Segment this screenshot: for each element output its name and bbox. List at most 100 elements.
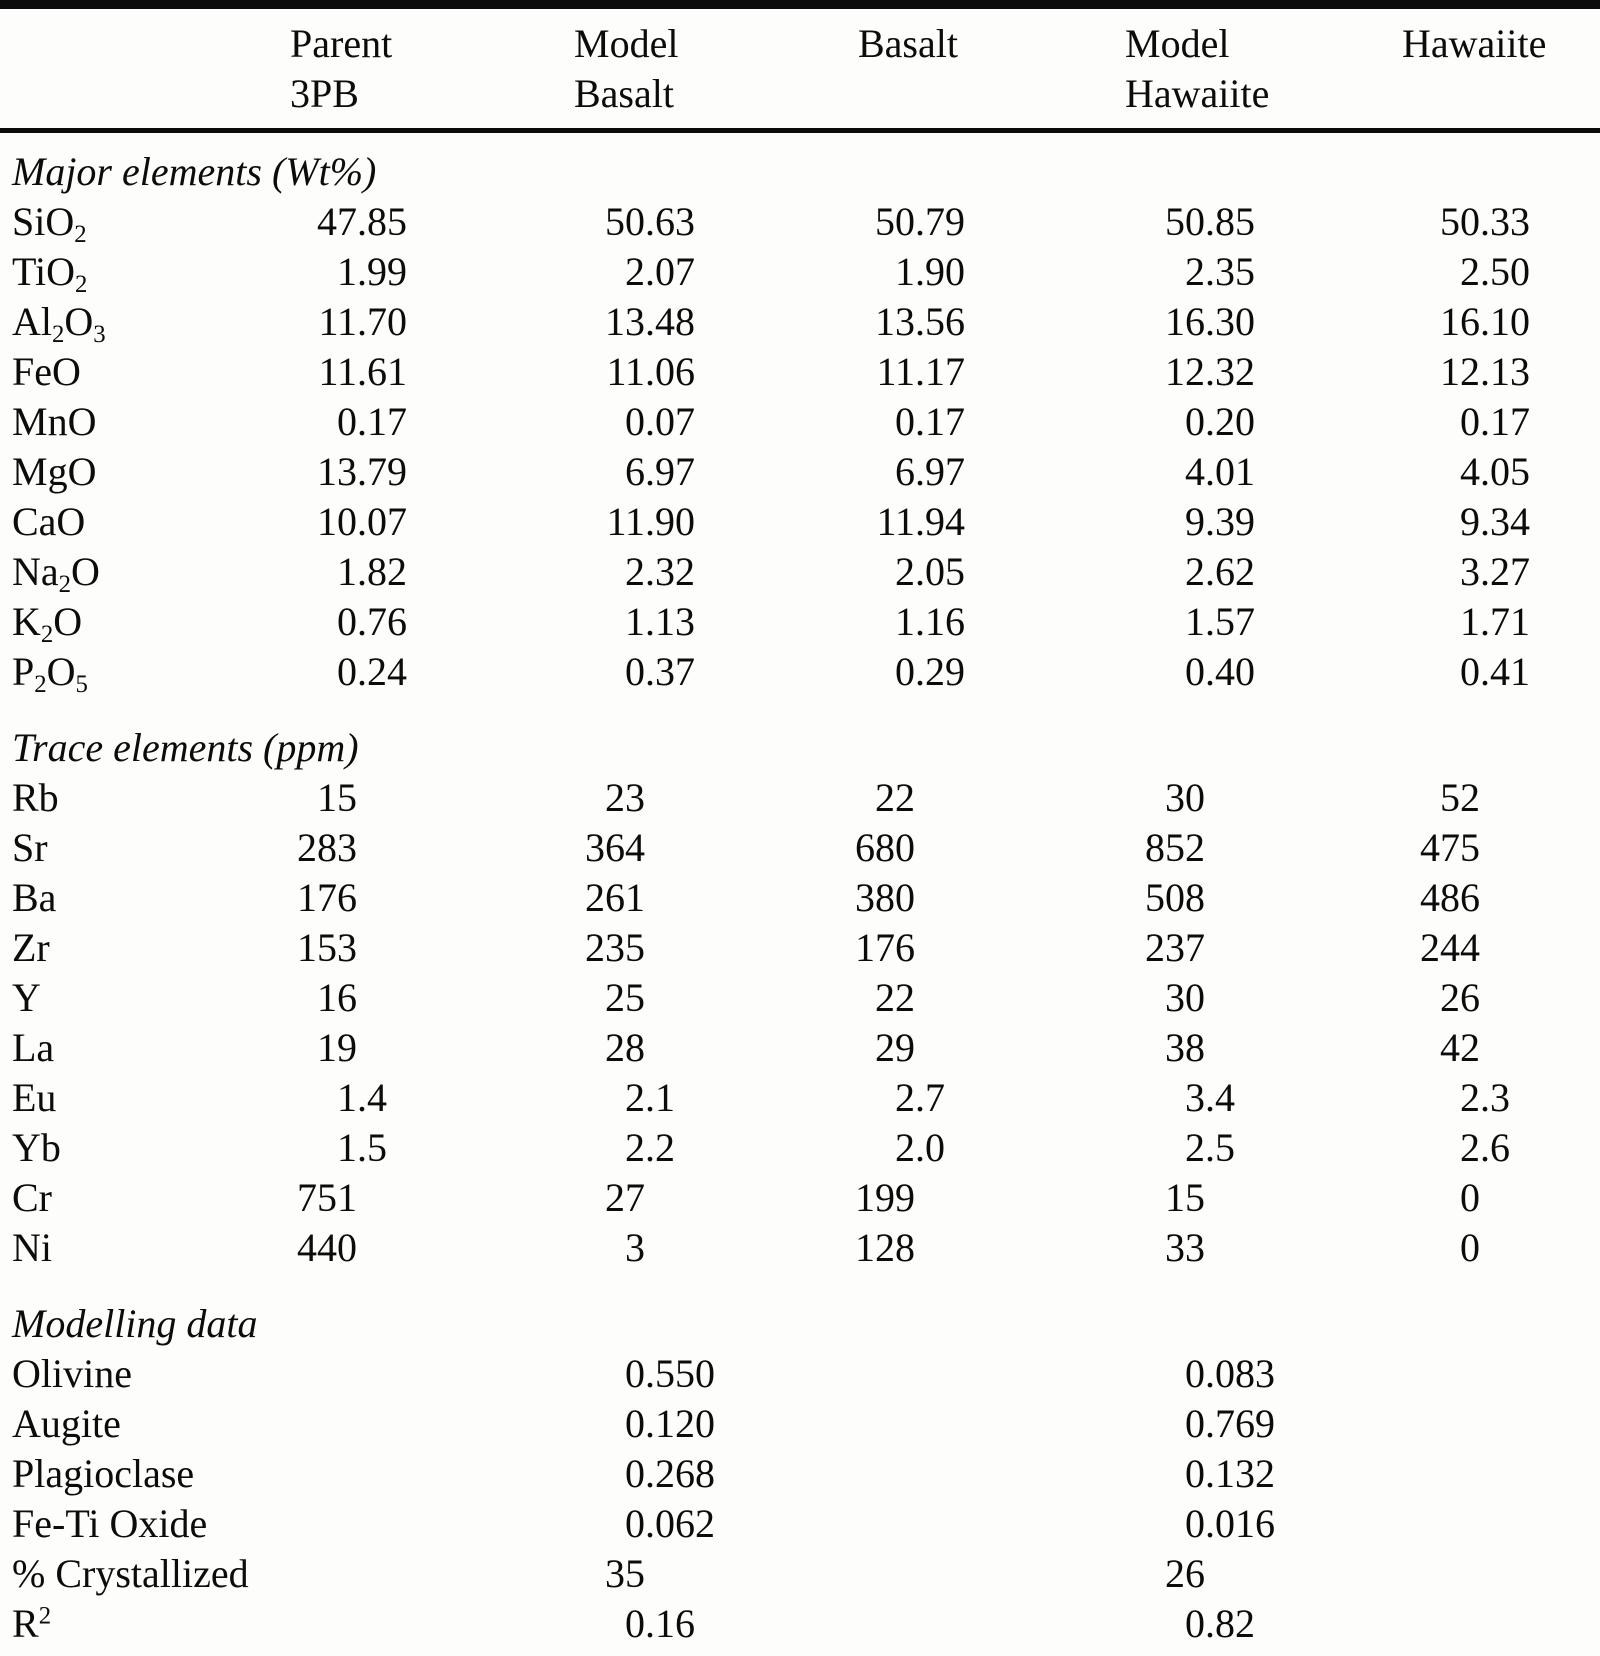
value-fraction-part: .70	[357, 299, 407, 344]
value-integer-part: 26	[1440, 975, 1480, 1020]
table-row: Zr 153 235 176 237 244	[0, 923, 1600, 973]
value-fraction-part	[1480, 1599, 1553, 1649]
value-integer-part: 33	[1165, 1225, 1205, 1270]
value-integer-part: 380	[855, 875, 915, 920]
value-cell: 475	[1278, 823, 1553, 873]
value-fraction-part	[357, 823, 430, 873]
value-integer-part: 0	[1460, 1175, 1480, 1220]
value-cell: 9.39	[988, 497, 1278, 547]
value-integer-part: 11	[318, 349, 357, 394]
value-fraction-part: .0	[915, 1125, 945, 1170]
value-cell: 42	[1278, 1023, 1553, 1073]
value-cell	[290, 1549, 430, 1599]
table-header: Parent Model Basalt Model Hawaiite 3PB Basalt…	[0, 9, 1600, 119]
value-cell: 11.94	[718, 497, 988, 547]
value-integer-part: 0	[625, 1601, 645, 1646]
value-cell: 1.16	[718, 597, 988, 647]
value-fraction-part	[1205, 973, 1278, 1023]
value-fraction-part: .4	[357, 1075, 387, 1120]
value-cell: 0.268	[430, 1449, 718, 1499]
value-cell: 22	[718, 973, 988, 1023]
value-fraction-part	[1480, 1399, 1553, 1449]
subscript: 2	[74, 220, 87, 248]
value-integer-part: 0	[625, 1501, 645, 1546]
subscript: 2	[40, 620, 54, 648]
value-cell: 9.34	[1278, 497, 1553, 547]
value-cell: 440	[290, 1223, 430, 1273]
value-cell: 6.97	[430, 447, 718, 497]
value-cell	[718, 1349, 988, 1399]
value-cell: 0.29	[718, 647, 988, 697]
value-integer-part	[1278, 1599, 1480, 1649]
value-cell: 176	[718, 923, 988, 973]
value-cell	[1278, 1349, 1553, 1399]
value-cell: 2.6	[1278, 1123, 1553, 1173]
value-integer-part: 0	[1185, 399, 1205, 444]
value-fraction-part	[915, 1449, 988, 1499]
table-row: Ba 176 261 380 508 486	[0, 873, 1600, 923]
value-integer-part: 30	[1165, 975, 1205, 1020]
value-cell: 30	[988, 973, 1278, 1023]
value-integer-part: 0	[1185, 1501, 1205, 1546]
value-cell: 1.13	[430, 597, 718, 647]
value-fraction-part: .24	[357, 649, 407, 694]
value-integer-part: 35	[605, 1551, 645, 1596]
value-fraction-part: .90	[915, 249, 965, 294]
header-spacer	[0, 19, 290, 69]
value-fraction-part: .05	[915, 549, 965, 594]
value-integer-part: 30	[1165, 775, 1205, 820]
value-integer-part: 1	[625, 599, 645, 644]
subscript: 2	[34, 670, 47, 698]
value-fraction-part: .06	[645, 349, 695, 394]
value-integer-part: 2	[895, 1075, 915, 1120]
value-fraction-part	[1480, 823, 1553, 873]
value-integer-part: 2	[895, 549, 915, 594]
value-cell	[290, 1599, 430, 1649]
row-label: Zr	[12, 925, 50, 970]
superscript: 2	[38, 1602, 52, 1630]
value-integer-part: 199	[855, 1175, 915, 1220]
value-cell: 11.61	[290, 347, 430, 397]
column-header: 3PB	[290, 71, 359, 116]
value-fraction-part	[1205, 923, 1278, 973]
value-integer-part	[718, 1349, 915, 1399]
value-integer-part: 16	[1440, 299, 1480, 344]
value-fraction-part: .7	[915, 1075, 945, 1120]
value-integer-part: 0	[625, 1451, 645, 1496]
value-fraction-part: .76	[357, 599, 407, 644]
value-cell: 12.13	[1278, 347, 1553, 397]
value-cell: 2.07	[430, 247, 718, 297]
value-integer-part	[1278, 1499, 1480, 1549]
value-fraction-part: .90	[645, 499, 695, 544]
table-row: La 19 28 29 38 42	[0, 1023, 1600, 1073]
value-fraction-part	[1480, 873, 1553, 923]
table-row: Y 16 25 22 30 26	[0, 973, 1600, 1023]
value-integer-part: 486	[1420, 875, 1480, 920]
value-fraction-part: .10	[1480, 299, 1530, 344]
value-integer-part: 23	[605, 775, 645, 820]
value-integer-part: 38	[1165, 1025, 1205, 1070]
value-fraction-part	[1205, 1549, 1278, 1599]
value-cell: 235	[430, 923, 718, 973]
table-row: Yb 1.5 2.2 2.0 2.5 2.6	[0, 1123, 1600, 1173]
value-fraction-part	[357, 973, 430, 1023]
row-label: SiO2	[12, 199, 87, 248]
value-integer-part: 0	[1460, 1225, 1480, 1270]
value-integer-part: 16	[1165, 299, 1205, 344]
value-integer-part	[290, 1499, 357, 1549]
value-integer-part: 3	[1460, 549, 1480, 594]
value-cell: 3	[430, 1223, 718, 1273]
value-cell: 16.30	[988, 297, 1278, 347]
value-fraction-part: .61	[357, 349, 407, 394]
value-integer-part: 9	[1460, 499, 1480, 544]
value-fraction-part	[915, 773, 988, 823]
value-fraction-part	[645, 973, 718, 1023]
value-integer-part: 28	[605, 1025, 645, 1070]
value-integer-part: 176	[297, 875, 357, 920]
value-fraction-part: .97	[645, 449, 695, 494]
value-cell: 2.62	[988, 547, 1278, 597]
value-integer-part: 2	[625, 549, 645, 594]
value-fraction-part	[1480, 1023, 1553, 1073]
value-fraction-part: .29	[915, 649, 965, 694]
